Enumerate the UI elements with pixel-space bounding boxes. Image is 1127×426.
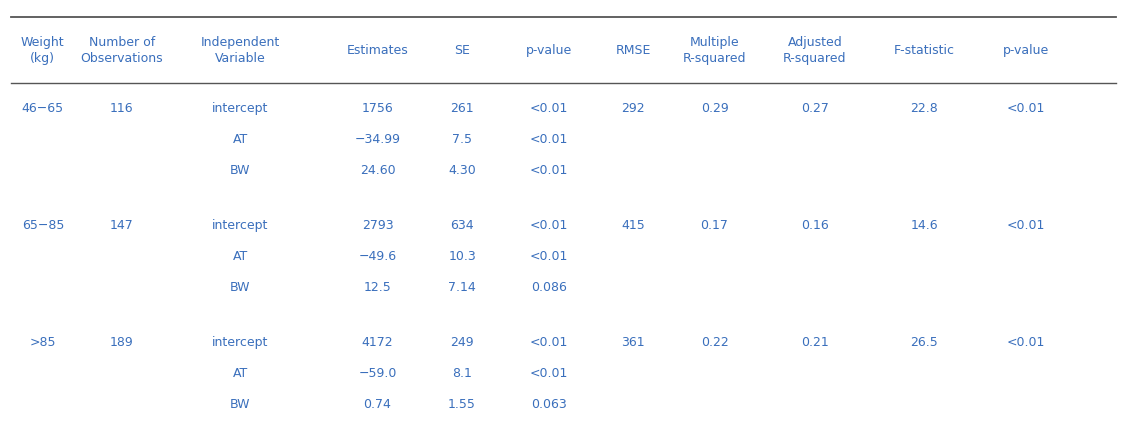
Text: 0.29: 0.29 — [701, 102, 728, 115]
Text: Multiple
R-squared: Multiple R-squared — [683, 35, 746, 65]
Text: 415: 415 — [621, 219, 646, 232]
Text: Weight
(kg): Weight (kg) — [21, 35, 64, 65]
Text: p-value: p-value — [1002, 43, 1049, 57]
Text: 1.55: 1.55 — [449, 398, 476, 411]
Text: −49.6: −49.6 — [358, 250, 397, 263]
Text: <0.01: <0.01 — [1006, 219, 1045, 232]
Text: AT: AT — [232, 367, 248, 380]
Text: <0.01: <0.01 — [1006, 102, 1045, 115]
Text: 116: 116 — [110, 102, 133, 115]
Text: RMSE: RMSE — [615, 43, 651, 57]
Text: 7.5: 7.5 — [452, 133, 472, 146]
Text: <0.01: <0.01 — [530, 219, 568, 232]
Text: 8.1: 8.1 — [452, 367, 472, 380]
Text: intercept: intercept — [212, 336, 268, 348]
Text: AT: AT — [232, 133, 248, 146]
Text: 0.74: 0.74 — [364, 398, 391, 411]
Text: 65−85: 65−85 — [21, 219, 64, 232]
Text: Adjusted
R-squared: Adjusted R-squared — [783, 35, 846, 65]
Text: <0.01: <0.01 — [530, 133, 568, 146]
Text: >85: >85 — [29, 336, 56, 348]
Text: <0.01: <0.01 — [530, 336, 568, 348]
Text: 634: 634 — [451, 219, 473, 232]
Text: −34.99: −34.99 — [355, 133, 400, 146]
Text: 1756: 1756 — [362, 102, 393, 115]
Text: F-statistic: F-statistic — [894, 43, 955, 57]
Text: 26.5: 26.5 — [911, 336, 938, 348]
Text: Estimates: Estimates — [347, 43, 408, 57]
Text: Independent
Variable: Independent Variable — [201, 35, 279, 65]
Text: 0.22: 0.22 — [701, 336, 728, 348]
Text: 2793: 2793 — [362, 219, 393, 232]
Text: 0.063: 0.063 — [531, 398, 567, 411]
Text: 147: 147 — [109, 219, 134, 232]
Text: <0.01: <0.01 — [530, 102, 568, 115]
Text: SE: SE — [454, 43, 470, 57]
Text: <0.01: <0.01 — [530, 164, 568, 177]
Text: 189: 189 — [109, 336, 134, 348]
Text: BW: BW — [230, 164, 250, 177]
Text: 0.21: 0.21 — [801, 336, 828, 348]
Text: intercept: intercept — [212, 219, 268, 232]
Text: Number of
Observations: Number of Observations — [80, 35, 163, 65]
Text: 0.27: 0.27 — [801, 102, 828, 115]
Text: 7.14: 7.14 — [449, 281, 476, 294]
Text: 361: 361 — [622, 336, 645, 348]
Text: 10.3: 10.3 — [449, 250, 476, 263]
Text: 22.8: 22.8 — [911, 102, 938, 115]
Text: 261: 261 — [451, 102, 473, 115]
Text: intercept: intercept — [212, 102, 268, 115]
Text: 4.30: 4.30 — [449, 164, 476, 177]
Text: 292: 292 — [622, 102, 645, 115]
Text: BW: BW — [230, 281, 250, 294]
Text: 249: 249 — [451, 336, 473, 348]
Text: 0.16: 0.16 — [801, 219, 828, 232]
Text: p-value: p-value — [525, 43, 573, 57]
Text: 12.5: 12.5 — [364, 281, 391, 294]
Text: <0.01: <0.01 — [530, 367, 568, 380]
Text: 46−65: 46−65 — [21, 102, 64, 115]
Text: <0.01: <0.01 — [530, 250, 568, 263]
Text: 24.60: 24.60 — [360, 164, 396, 177]
Text: AT: AT — [232, 250, 248, 263]
Text: 14.6: 14.6 — [911, 219, 938, 232]
Text: 0.086: 0.086 — [531, 281, 567, 294]
Text: 4172: 4172 — [362, 336, 393, 348]
Text: <0.01: <0.01 — [1006, 336, 1045, 348]
Text: BW: BW — [230, 398, 250, 411]
Text: 0.17: 0.17 — [701, 219, 728, 232]
Text: −59.0: −59.0 — [358, 367, 397, 380]
